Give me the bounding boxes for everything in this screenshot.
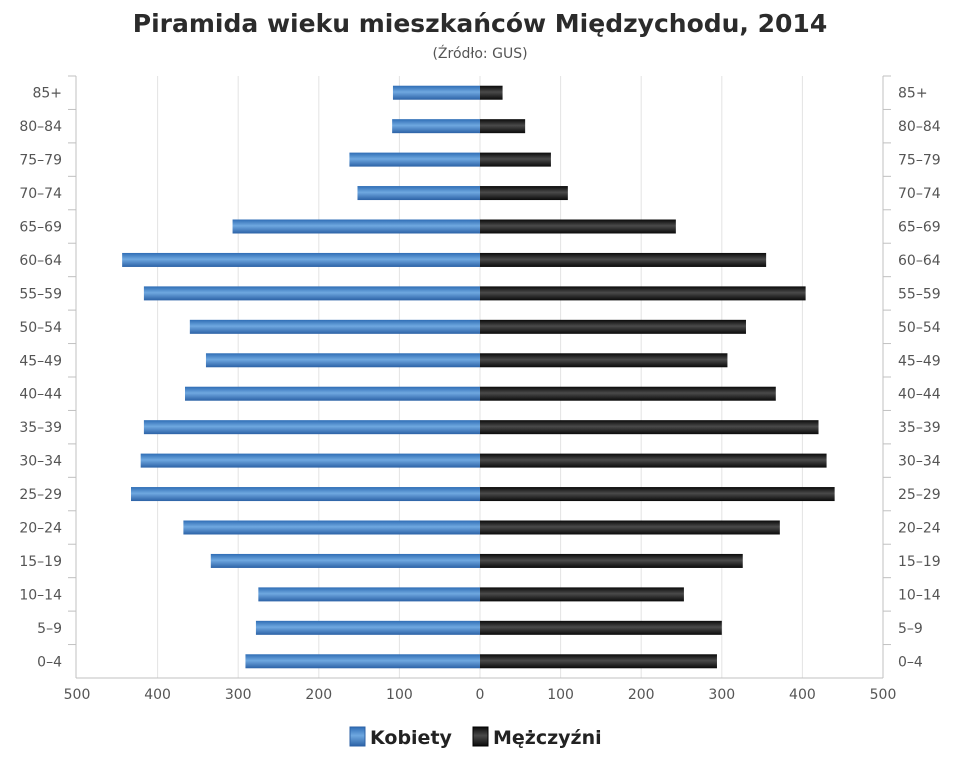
y-tick-label-left: 10–14 [19,587,62,603]
x-tick-label: 400 [144,687,171,703]
x-tick-label: 200 [305,687,332,703]
y-tick-label-right: 0–4 [898,654,923,670]
y-tick-label-right: 85+ [898,86,928,102]
y-tick-label-left: 55–59 [19,286,62,302]
bar-mezczyzni-0–4[interactable] [480,654,717,669]
bar-mezczyzni-85+[interactable] [480,85,503,100]
y-tick-label-right: 75–79 [898,153,941,169]
bar-mezczyzni-15–19[interactable] [480,553,743,568]
x-tick-label: 200 [628,687,655,703]
bar-mezczyzni-65–69[interactable] [480,219,676,234]
x-tick-label: 500 [870,687,897,703]
bar-kobiety-65–69[interactable] [232,219,480,234]
bar-kobiety-55–59[interactable] [143,286,480,301]
y-tick-label-right: 5–9 [898,621,923,637]
bar-mezczyzni-55–59[interactable] [480,286,806,301]
y-tick-label-right: 30–34 [898,454,941,470]
bar-kobiety-30–34[interactable] [140,453,480,468]
y-tick-label-left: 75–79 [19,153,62,169]
bar-mezczyzni-75–79[interactable] [480,152,551,167]
bar-mezczyzni-10–14[interactable] [480,587,684,602]
y-tick-label-right: 20–24 [898,521,941,537]
x-tick-label: 400 [789,687,816,703]
bar-kobiety-5–9[interactable] [255,620,480,635]
bar-mezczyzni-80–84[interactable] [480,119,526,134]
bar-mezczyzni-30–34[interactable] [480,453,827,468]
y-tick-label-left: 80–84 [19,119,62,135]
y-tick-label-left: 65–69 [19,220,62,236]
y-tick-label-left: 5–9 [37,621,62,637]
bar-kobiety-70–74[interactable] [357,186,480,201]
y-tick-label-left: 40–44 [19,387,62,403]
y-tick-label-left: 25–29 [19,487,62,503]
bar-kobiety-40–44[interactable] [185,386,480,401]
y-tick-label-left: 35–39 [19,420,62,436]
y-tick-label-right: 55–59 [898,286,941,302]
legend-label-mezczyzni[interactable]: Mężczyźni [493,727,602,749]
bar-mezczyzni-40–44[interactable] [480,386,776,401]
y-tick-label-left: 45–49 [19,353,62,369]
x-tick-label: 300 [708,687,735,703]
bar-kobiety-75–79[interactable] [349,152,480,167]
bar-kobiety-15–19[interactable] [210,553,480,568]
y-tick-label-left: 30–34 [19,454,62,470]
x-tick-label: 100 [386,687,413,703]
y-tick-label-right: 60–64 [898,253,941,269]
bar-kobiety-50–54[interactable] [189,319,480,334]
legend-swatch-mezczyzni[interactable] [472,726,489,747]
y-tick-label-right: 10–14 [898,587,941,603]
y-tick-label-right: 40–44 [898,387,941,403]
y-tick-label-left: 20–24 [19,521,62,537]
chart-title: Piramida wieku mieszkańców Międzychodu, … [133,9,827,38]
y-tick-label-left: 60–64 [19,253,62,269]
bar-kobiety-80–84[interactable] [392,119,480,134]
y-tick-label-right: 70–74 [898,186,941,202]
y-tick-label-right: 45–49 [898,353,941,369]
y-tick-label-right: 50–54 [898,320,941,336]
x-tick-label: 500 [64,687,91,703]
y-tick-label-right: 65–69 [898,220,941,236]
chart-subtitle: (Źródło: GUS) [432,44,527,62]
bar-mezczyzni-20–24[interactable] [480,520,780,535]
y-tick-label-left: 85+ [32,86,62,102]
bar-kobiety-10–14[interactable] [258,587,480,602]
bar-kobiety-0–4[interactable] [245,654,480,669]
y-tick-label-left: 50–54 [19,320,62,336]
bar-mezczyzni-35–39[interactable] [480,420,819,435]
bar-mezczyzni-70–74[interactable] [480,186,568,201]
y-tick-label-left: 15–19 [19,554,62,570]
bar-mezczyzni-5–9[interactable] [480,620,722,635]
bar-kobiety-85+[interactable] [392,85,480,100]
bar-mezczyzni-50–54[interactable] [480,319,746,334]
y-tick-label-left: 70–74 [19,186,62,202]
bar-kobiety-35–39[interactable] [143,420,480,435]
x-tick-label: 0 [476,687,485,703]
x-tick-label: 300 [225,687,252,703]
y-tick-label-left: 0–4 [37,654,62,670]
y-tick-label-right: 15–19 [898,554,941,570]
bar-mezczyzni-25–29[interactable] [480,487,835,502]
x-tick-label: 100 [547,687,574,703]
bar-mezczyzni-45–49[interactable] [480,353,728,368]
legend-label-kobiety[interactable]: Kobiety [370,727,453,749]
bar-mezczyzni-60–64[interactable] [480,252,767,267]
bar-kobiety-25–29[interactable] [131,487,480,502]
y-tick-label-right: 80–84 [898,119,941,135]
bar-kobiety-20–24[interactable] [183,520,480,535]
y-tick-label-right: 25–29 [898,487,941,503]
bar-kobiety-60–64[interactable] [122,252,481,267]
legend-swatch-kobiety[interactable] [349,726,366,747]
bar-kobiety-45–49[interactable] [205,353,480,368]
y-tick-label-right: 35–39 [898,420,941,436]
